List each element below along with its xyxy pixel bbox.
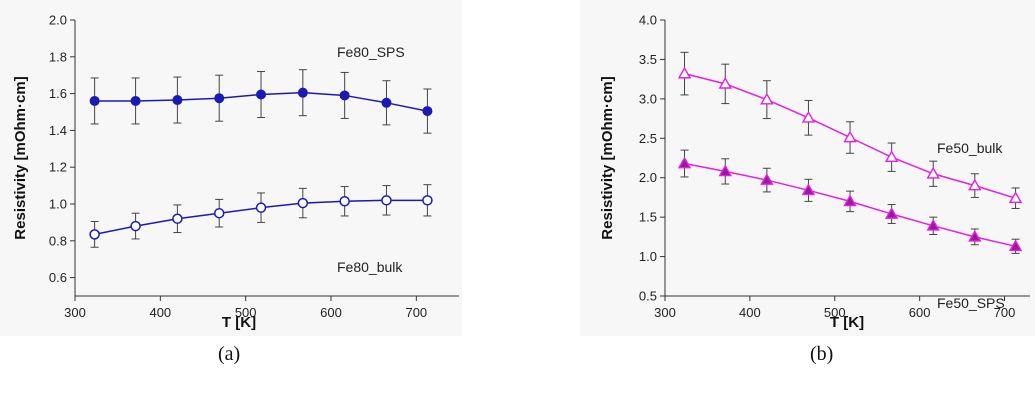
panel-b-x-axis-title: T [K] (830, 314, 864, 331)
data-point-fe80-sps (130, 95, 141, 106)
data-point-fe50-sps (718, 164, 732, 177)
data-point-fe50-bulk (926, 166, 940, 179)
panel-a-caption-text: (a) (218, 343, 241, 365)
data-point-fe50-bulk (760, 92, 774, 105)
x-tick-label: 300 (64, 305, 86, 320)
data-point-fe80-sps (89, 95, 100, 106)
panel-b-caption: (b) (810, 343, 833, 366)
series-label-fe50-bulk: Fe50_bulk (937, 140, 1003, 156)
chart-panel-a: Resistivity [mOhm·cm] T [K] 0.6 0.8 1.0 1.2… (12, 13, 459, 331)
x-tick-label: 700 (994, 305, 1016, 320)
y-tick-label: 2.0 (49, 13, 67, 28)
data-point-fe80-bulk (381, 195, 392, 206)
data-point-fe50-sps (1008, 239, 1023, 252)
data-point-fe50-sps (760, 173, 774, 185)
y-tick-label: 1.5 (639, 210, 657, 225)
data-point-fe50-sps (968, 229, 982, 242)
data-point-fe80-bulk (89, 229, 100, 240)
y-tick-label: 3.5 (639, 52, 657, 67)
y-tick-label: 1.4 (49, 123, 67, 138)
panel-a-caption: (a) (218, 343, 240, 366)
y-tick-label: 1.6 (49, 86, 67, 101)
panel-a-background (0, 0, 462, 336)
y-tick-label: 3.0 (639, 91, 657, 106)
x-tick-label: 700 (405, 305, 427, 320)
data-point-fe50-bulk (801, 110, 816, 123)
panel-b-y-axis-title: Resistivity [mOhm·cm] (599, 76, 616, 239)
chart-panel-b: Resistivity [mOhm·cm] T [K] 0.5 1.0 1.5 2.0… (599, 13, 1030, 331)
y-tick-label: 1.0 (639, 249, 657, 264)
data-point-fe50-bulk (677, 66, 692, 79)
panel-b-background (580, 0, 1035, 336)
data-point-fe50-sps (801, 183, 816, 196)
data-point-fe50-sps (926, 218, 940, 231)
data-point-fe80-sps (256, 89, 267, 100)
x-tick-label: 600 (909, 305, 931, 320)
data-point-fe80-bulk (422, 195, 433, 206)
y-tick-label: 1.2 (49, 160, 67, 175)
series-label-fe80-bulk: Fe80_bulk (337, 259, 403, 275)
data-point-fe50-sps (677, 156, 692, 169)
y-tick-label: 2.5 (639, 131, 657, 146)
series-label-fe50-sps: Fe50_SPS (937, 295, 1005, 311)
data-point-fe50-bulk (718, 76, 732, 89)
data-point-fe80-sps (381, 97, 392, 108)
data-point-fe50-sps (843, 194, 857, 207)
data-point-fe80-sps (172, 95, 183, 106)
panel-b-caption-text: (b) (810, 343, 834, 365)
y-tick-label: 1.8 (49, 49, 67, 64)
y-tick-label: 0.6 (49, 270, 67, 285)
x-tick-label: 600 (320, 305, 342, 320)
x-tick-label: 500 (824, 305, 846, 320)
data-point-fe80-bulk (130, 220, 141, 232)
data-point-fe50-bulk (1008, 191, 1023, 204)
y-tick-label: 1.0 (49, 197, 67, 212)
x-tick-label: 300 (654, 305, 676, 320)
data-point-fe80-sps (214, 93, 225, 104)
panel-a-x-axis-title: T [K] (222, 314, 256, 331)
y-tick-label: 2.0 (639, 170, 657, 185)
data-point-fe50-bulk (843, 130, 857, 143)
data-point-fe80-bulk (213, 207, 225, 219)
panel-a-y-axis-title: Resistivity [mOhm·cm] (12, 76, 29, 239)
data-point-fe80-bulk (297, 197, 309, 209)
data-point-fe50-bulk (968, 178, 982, 191)
x-tick-label: 400 (739, 305, 761, 320)
data-point-fe50-bulk (884, 150, 899, 163)
data-point-fe80-bulk (255, 202, 267, 213)
y-tick-label: 4.0 (639, 13, 657, 28)
data-point-fe80-sps (339, 90, 350, 101)
x-tick-label: 500 (235, 305, 257, 320)
data-point-fe80-bulk (339, 195, 350, 207)
data-point-fe80-sps (297, 87, 308, 98)
data-point-fe80-sps (422, 106, 433, 117)
y-tick-label: 0.5 (639, 289, 657, 304)
series-label-fe80-sps: Fe80_SPS (337, 44, 405, 60)
x-tick-label: 400 (149, 305, 171, 320)
y-tick-label: 0.8 (49, 233, 67, 248)
data-point-fe50-sps (884, 207, 899, 219)
data-point-fe80-bulk (172, 213, 183, 224)
